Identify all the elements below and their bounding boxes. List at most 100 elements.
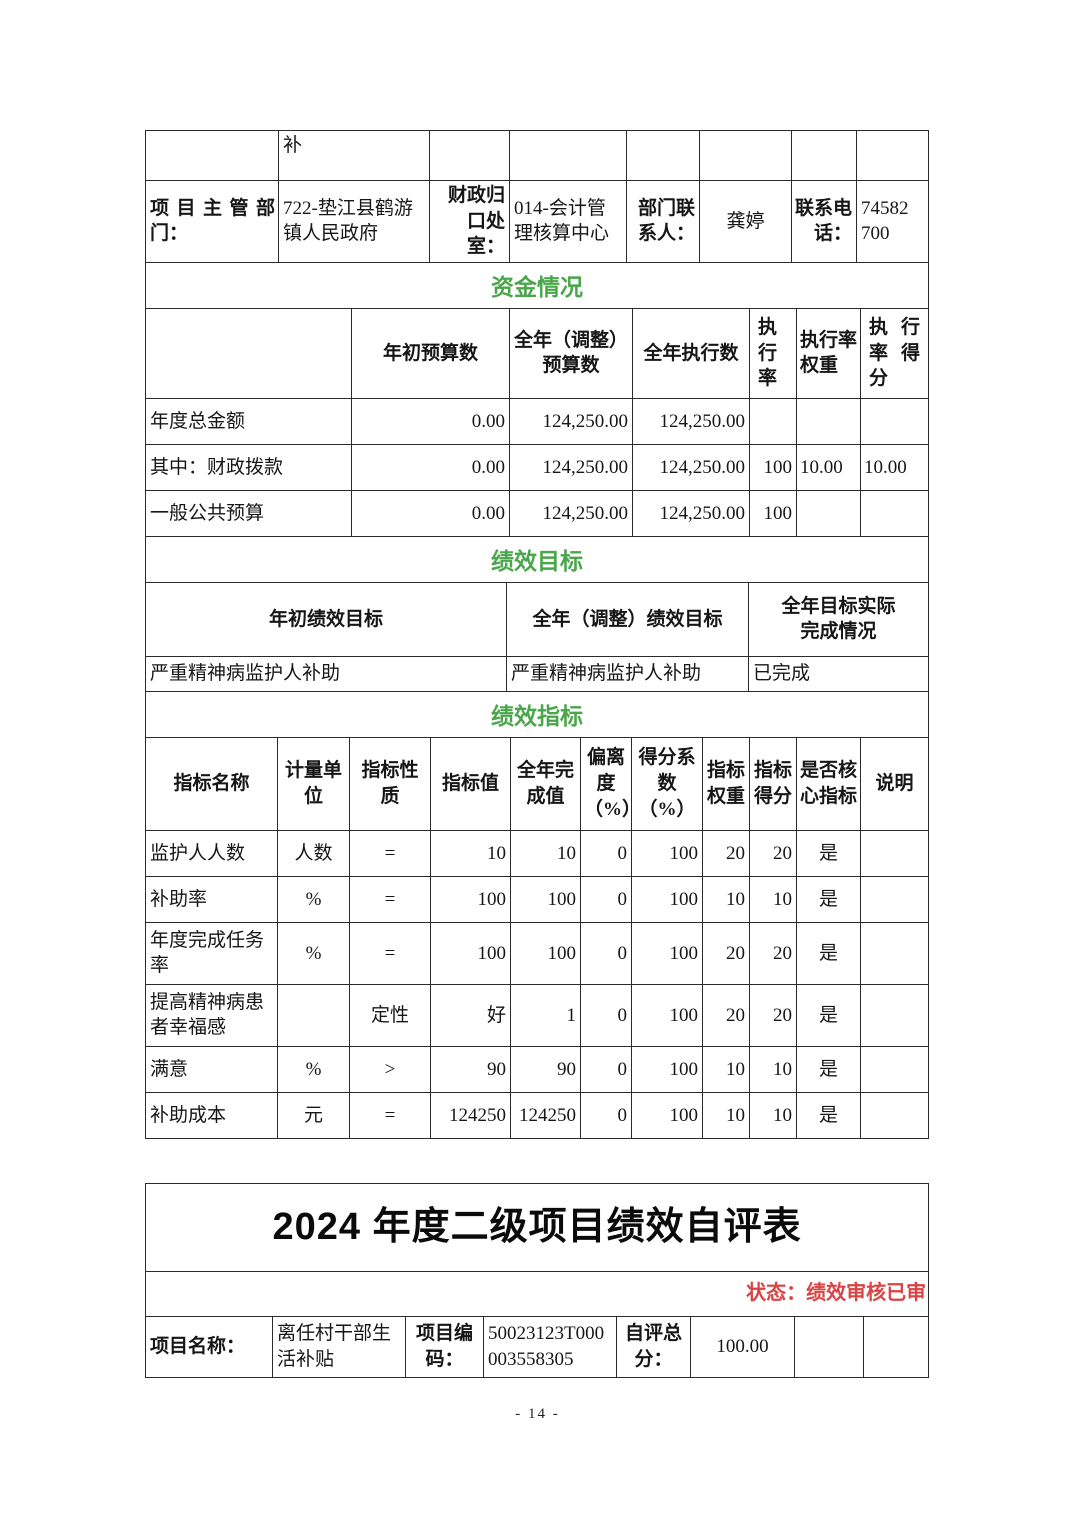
cell: 20 xyxy=(702,921,750,985)
cell: 124,250.00 xyxy=(632,443,750,491)
cell: 年度完成任务率 xyxy=(145,921,278,985)
cell xyxy=(626,130,700,181)
dept-label: 项目主管部门： xyxy=(145,180,279,263)
cell: % xyxy=(277,875,350,923)
cell: 100 xyxy=(430,921,511,985)
section-title-indicators: 绩效指标 xyxy=(145,690,929,738)
cell: 10 xyxy=(749,1045,797,1093)
cell: 提高精神病患者幸福感 xyxy=(145,983,278,1047)
cell xyxy=(860,875,929,923)
cell: 年度总金额 xyxy=(145,397,352,445)
cell: 124,250.00 xyxy=(509,489,633,537)
cell: 124250 xyxy=(510,1091,581,1139)
cell xyxy=(699,130,792,181)
cell: 20 xyxy=(702,829,750,877)
cell: 10 xyxy=(749,875,797,923)
cell: 满意 xyxy=(145,1045,278,1093)
project-code-value: 50023123T000003558305 xyxy=(483,1315,617,1378)
header-cell: 说明 xyxy=(860,736,929,831)
cell: 是 xyxy=(796,875,861,923)
cell: 0 xyxy=(580,983,632,1047)
cell: 90 xyxy=(510,1045,581,1093)
funding-table: 年初预算数 全年（调整）预算数 全年执行数 执行率 执行率权重 执行率得分 年度… xyxy=(145,307,929,537)
cell xyxy=(860,1045,929,1093)
cell: 人数 xyxy=(277,829,350,877)
section-title-goals: 绩效目标 xyxy=(145,535,929,583)
project-code-label: 项目编码： xyxy=(405,1315,484,1378)
cell: = xyxy=(349,875,431,923)
cell: 100 xyxy=(631,829,703,877)
phone-value: 74582700 xyxy=(856,180,929,263)
header-cell: 全年（调整）预算数 xyxy=(509,307,633,399)
cell: = xyxy=(349,1091,431,1139)
header-cell: 指标得分 xyxy=(749,736,797,831)
cell xyxy=(794,1315,864,1378)
cell xyxy=(749,397,797,445)
project-name-label: 项目名称： xyxy=(145,1315,273,1378)
report2-project-row: 项目名称： 离任村干部生活补贴 项目编码： 50023123T000003558… xyxy=(145,1315,930,1378)
cell: 是 xyxy=(796,921,861,985)
header-cell: 指标权重 xyxy=(702,736,750,831)
header-cell: 执行率权重 xyxy=(796,307,861,399)
header-cell: 偏离度（%） xyxy=(580,736,632,831)
cell: 一般公共预算 xyxy=(145,489,352,537)
report2-status-row: 状态：绩效审核已审 xyxy=(144,1270,930,1317)
cell: 0 xyxy=(580,829,632,877)
finance-office-value: 014-会计管理核算中心 xyxy=(509,180,627,263)
header-cell: 年初绩效目标 xyxy=(145,581,507,657)
cell: 124250 xyxy=(430,1091,511,1139)
cell: = xyxy=(349,829,431,877)
goals-table: 年初绩效目标 全年（调整）绩效目标 全年目标实际完成情况 严重精神病监护人补助 … xyxy=(145,581,929,692)
status-badge: 状态：绩效审核已审 xyxy=(144,1270,930,1317)
cell xyxy=(429,130,510,181)
cell xyxy=(862,1315,930,1378)
cell xyxy=(860,921,929,985)
cell: 100 xyxy=(631,1091,703,1139)
project-name-value: 离任村干部生活补贴 xyxy=(272,1315,406,1378)
header-cell: 执行率 xyxy=(749,307,797,399)
cell xyxy=(796,397,861,445)
cell: 124,250.00 xyxy=(632,489,750,537)
cell: 100 xyxy=(749,489,797,537)
cell: 124,250.00 xyxy=(509,443,633,491)
table-row: 一般公共预算 0.00 124,250.00 124,250.00 100 xyxy=(145,489,929,537)
cell: 补助率 xyxy=(145,875,278,923)
cell xyxy=(791,130,857,181)
self-score-value: 100.00 xyxy=(690,1315,795,1378)
cell: 0 xyxy=(580,1091,632,1139)
cell: > xyxy=(349,1045,431,1093)
document-page: 补 项目主管部门： 722-垫江县鹤游镇人民政府 财政归口处室： 014-会计管… xyxy=(144,130,931,1378)
cell: 10 xyxy=(702,1091,750,1139)
table-row: 年度总金额 0.00 124,250.00 124,250.00 xyxy=(145,397,929,445)
header-text: 全年目标实际完成情况 xyxy=(781,595,896,643)
cell: 124,250.00 xyxy=(509,397,633,445)
cell: 定性 xyxy=(349,983,431,1047)
table-row: 提高精神病患者幸福感 定性 好 1 0 100 20 20 是 xyxy=(145,983,929,1047)
header-cell: 指标值 xyxy=(430,736,511,831)
self-score-label: 自评总分： xyxy=(616,1315,691,1378)
cell: 100 xyxy=(631,1045,703,1093)
goals-header-row: 年初绩效目标 全年（调整）绩效目标 全年目标实际完成情况 xyxy=(145,581,929,657)
header-cell: 执行率得分 xyxy=(860,307,929,399)
cell: 100 xyxy=(631,875,703,923)
header-cell: 指标性质 xyxy=(349,736,431,831)
cell: 100 xyxy=(430,875,511,923)
cell: 20 xyxy=(749,829,797,877)
cell: % xyxy=(277,1045,350,1093)
cell xyxy=(860,489,929,537)
cell: 严重精神病监护人补助 xyxy=(506,655,749,692)
cell: 100 xyxy=(631,983,703,1047)
project-info-table: 补 项目主管部门： 722-垫江县鹤游镇人民政府 财政归口处室： 014-会计管… xyxy=(145,130,929,263)
cell: 0.00 xyxy=(351,489,510,537)
header-cell xyxy=(145,307,352,399)
cell: 10.00 xyxy=(860,443,929,491)
dept-value: 722-垫江县鹤游镇人民政府 xyxy=(278,180,430,263)
cell xyxy=(856,130,929,181)
cell: 已完成 xyxy=(748,655,929,692)
cell: 10 xyxy=(702,875,750,923)
cell xyxy=(860,1091,929,1139)
cell: 是 xyxy=(796,983,861,1047)
cell: 0 xyxy=(580,875,632,923)
section-title-funding: 资金情况 xyxy=(145,261,929,309)
cell: 好 xyxy=(430,983,511,1047)
